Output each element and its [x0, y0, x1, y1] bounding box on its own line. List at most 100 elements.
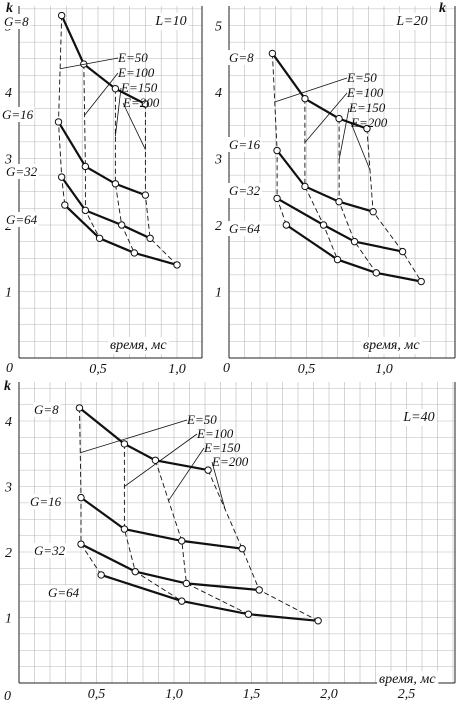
- g-series-line-g32: [60, 176, 151, 240]
- g-series-label: G=32: [229, 183, 261, 198]
- panel-label-background: [393, 13, 430, 30]
- g-series-label: G=64: [48, 585, 80, 600]
- panel-label-background: [400, 409, 437, 426]
- e-series-label: E=200: [211, 454, 249, 469]
- g-series-label-background: [228, 50, 256, 65]
- data-point: [319, 221, 328, 229]
- y-tick-label: 4: [5, 415, 12, 430]
- y-axis-label: k: [439, 1, 446, 16]
- g-series-label-background: [33, 543, 67, 558]
- y-tick-label: 2: [5, 546, 12, 561]
- g-series-label-background: [228, 221, 262, 236]
- data-point: [369, 208, 377, 216]
- g-series-label: G=64: [6, 212, 38, 227]
- data-point: [244, 610, 253, 618]
- e-series-label: E=150: [120, 80, 158, 95]
- e-series-line-e200: [144, 104, 178, 266]
- data-point: [204, 466, 212, 474]
- g-series-label: G=16: [2, 107, 34, 122]
- data-point: [130, 249, 139, 257]
- x-axis-label-background: [377, 671, 439, 688]
- data-point: [111, 180, 120, 188]
- g-series-line-g16: [57, 121, 146, 197]
- y-tick-label: 3: [214, 153, 222, 168]
- y-tick-label: 1: [5, 612, 12, 627]
- data-point: [301, 94, 309, 103]
- data-point: [273, 194, 281, 203]
- g-series-line-g8: [78, 407, 209, 472]
- e-series-label: E=150: [348, 100, 386, 115]
- e-series-label: E=200: [122, 95, 160, 110]
- data-point: [282, 221, 291, 229]
- data-point: [81, 162, 90, 171]
- data-point: [372, 269, 380, 277]
- e-series-label: E=100: [117, 65, 155, 80]
- y-axis-label: k: [6, 1, 13, 16]
- data-point: [95, 234, 104, 243]
- data-point: [77, 493, 85, 502]
- e-series-label: E=150: [203, 440, 241, 455]
- e-series-label: E=50: [346, 70, 377, 85]
- e-label-leader: [350, 122, 371, 171]
- e-series-line-e100: [123, 443, 183, 602]
- e-label-leader: [114, 87, 122, 137]
- g-series-label-background: [228, 183, 262, 198]
- data-point: [57, 11, 66, 20]
- x-axis-label-background: [108, 337, 170, 354]
- data-point: [151, 456, 160, 464]
- x-tick-label: 1,0: [165, 687, 183, 702]
- g-series-line-g8: [60, 15, 146, 105]
- grid: [228, 6, 455, 359]
- panel-label: L=20: [395, 14, 427, 29]
- g-series-label: G=16: [30, 494, 62, 509]
- data-point: [333, 255, 342, 264]
- x-tick-label: 1,0: [168, 362, 186, 377]
- data-point: [273, 146, 281, 155]
- g-series-label: G=8: [229, 50, 254, 65]
- g-series-label: G=32: [6, 164, 38, 179]
- g-series-label-background: [3, 14, 31, 29]
- data-point: [350, 237, 359, 246]
- g-series-line-g32: [80, 543, 260, 592]
- y-axis-label: k: [4, 379, 11, 394]
- e-label-leader: [338, 107, 350, 161]
- data-point: [57, 173, 66, 181]
- x-axis-label-background: [361, 337, 423, 354]
- g-series-line-g16: [80, 496, 243, 550]
- data-point: [335, 114, 343, 123]
- data-point: [75, 404, 84, 412]
- data-point: [417, 277, 425, 286]
- data-point: [255, 586, 263, 594]
- x-tick-label: 0,5: [89, 362, 107, 377]
- y-tick-label: 3: [4, 481, 12, 496]
- data-point: [120, 525, 129, 533]
- data-point: [141, 100, 150, 108]
- g-series-label-background: [33, 402, 61, 417]
- e-label-leader: [304, 92, 348, 143]
- e-series-label: E=100: [346, 85, 384, 100]
- x-tick-label: 1,0: [375, 362, 393, 377]
- e-series-label: E=50: [117, 50, 148, 65]
- data-point: [173, 261, 181, 269]
- e-label-leader: [168, 447, 205, 501]
- y-tick-label: 3: [4, 153, 12, 168]
- e-label-leader: [211, 461, 226, 510]
- x-axis-label: время, мс: [110, 338, 167, 353]
- y-tick-label: 5: [215, 20, 222, 35]
- x-tick-label: 0,5: [88, 687, 106, 702]
- g-series-label-background: [5, 164, 39, 179]
- data-point: [120, 440, 129, 448]
- g-series-line-g64: [100, 573, 319, 622]
- data-point: [111, 84, 120, 93]
- y-tick-label: 2: [215, 219, 222, 234]
- y-tick-label: 1: [215, 286, 222, 301]
- x-tick-label: 0: [4, 689, 11, 704]
- y-tick-label: 1: [5, 286, 12, 301]
- data-point: [182, 579, 191, 588]
- e-label-leader: [80, 419, 188, 454]
- g-series-line-g32: [276, 197, 403, 253]
- g-series-label-background: [1, 107, 35, 122]
- e-series-label: E=200: [350, 115, 388, 130]
- x-tick-label: 2,5: [398, 687, 416, 702]
